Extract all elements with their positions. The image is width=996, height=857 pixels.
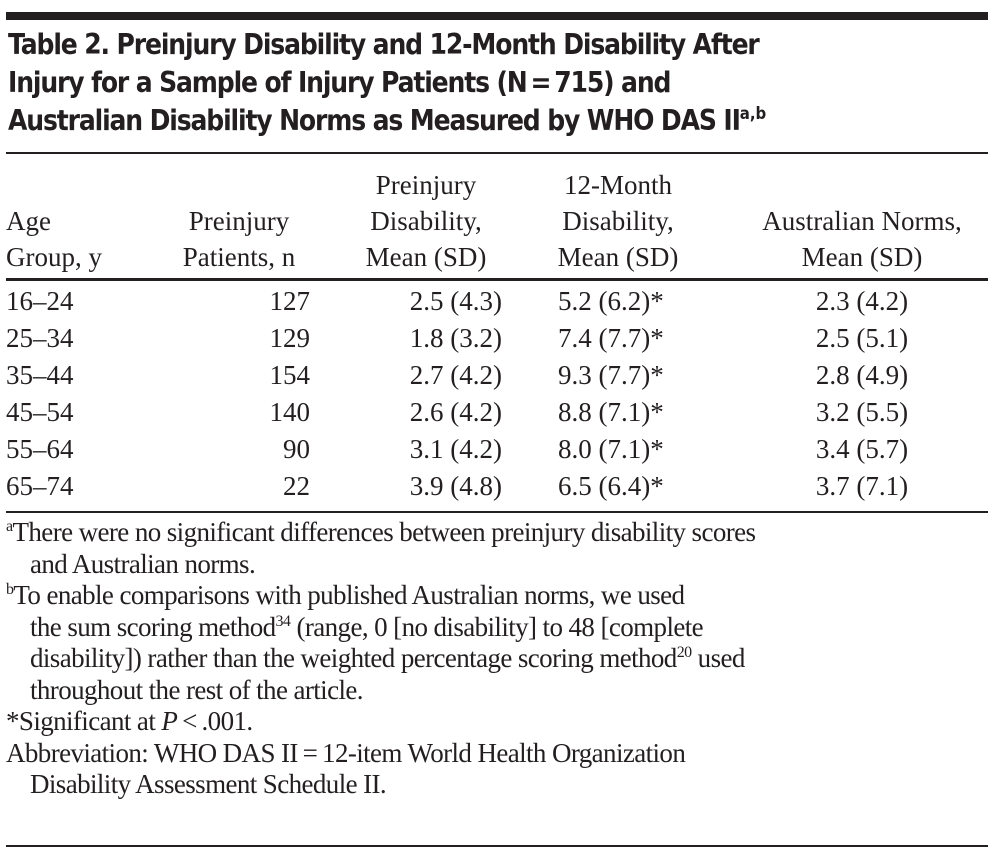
abbreviation-line-1: Abbreviation: WHO DAS II = 12-item World… bbox=[6, 737, 686, 768]
cell-norms: 2.5 (5.1) bbox=[815, 323, 909, 353]
title-rule bbox=[6, 152, 988, 154]
cell-patients: 140 bbox=[269, 397, 311, 427]
footnote-significance: *Significant at P < .001. bbox=[6, 706, 988, 738]
cell-12month: 7.4 (7.7)* bbox=[558, 323, 664, 353]
end-rule bbox=[6, 845, 988, 847]
cell-age: 65–74 bbox=[6, 471, 74, 501]
header-preinjury-line-2: Disability, bbox=[370, 206, 482, 236]
header-rule bbox=[6, 278, 988, 281]
footnote-b-line-2-rest: (range, 0 [no disability] to 48 [complet… bbox=[290, 611, 704, 642]
cell-12month: 8.8 (7.1)* bbox=[558, 397, 664, 427]
header-patients-line-3: Patients, n bbox=[182, 242, 296, 272]
cell-patients: 22 bbox=[283, 471, 310, 501]
abbreviation-line-2: Disability Assessment Schedule II. bbox=[30, 769, 387, 799]
header-age-line-2: Age bbox=[6, 206, 51, 236]
cell-norms: 3.2 (5.5) bbox=[815, 397, 909, 427]
cell-12month: 6.5 (6.4)* bbox=[558, 471, 664, 501]
footnote-b-line-3-rest: used bbox=[691, 643, 746, 673]
header-preinjury-line-3: Mean (SD) bbox=[365, 242, 487, 272]
table-bottom-rule bbox=[6, 511, 988, 513]
footnote-a: aThere were no significant differences b… bbox=[6, 517, 988, 580]
cell-norms: 3.7 (7.1) bbox=[815, 471, 909, 501]
reference-34: 34 bbox=[275, 612, 291, 630]
title-line-3: Australian Disability Norms as Measured … bbox=[8, 102, 872, 140]
significance-text: *Significant at bbox=[6, 706, 162, 736]
footnote-a-mark: a bbox=[6, 518, 13, 535]
table-title: Table 2. Preinjury Disability and 12-Mon… bbox=[8, 26, 872, 140]
footnote-b-mark: b bbox=[6, 581, 14, 598]
footnote-b-line-2: the sum scoring method bbox=[30, 611, 276, 642]
header-12month-line-2: Disability, bbox=[562, 206, 674, 236]
title-footnote-marks: a,b bbox=[739, 104, 767, 124]
cell-age: 45–54 bbox=[6, 397, 74, 427]
cell-preinjury: 2.7 (4.2) bbox=[409, 360, 502, 390]
cell-preinjury: 3.1 (4.2) bbox=[409, 434, 502, 464]
cell-preinjury: 3.9 (4.8) bbox=[409, 471, 502, 501]
footnote-b-line-4: throughout the rest of the article. bbox=[30, 674, 363, 705]
header-age-line-3: Group, y bbox=[6, 242, 102, 272]
title-line-1: Table 2. Preinjury Disability and 12-Mon… bbox=[8, 28, 760, 61]
cell-patients: 154 bbox=[269, 360, 311, 390]
cell-age: 35–44 bbox=[6, 360, 74, 390]
footnote-a-line-1: There were no significant differences be… bbox=[12, 517, 757, 547]
header-norms-line-3: Mean (SD) bbox=[801, 242, 923, 272]
table-footnotes: aThere were no significant differences b… bbox=[6, 517, 988, 801]
reference-20: 20 bbox=[676, 644, 692, 661]
cell-age: 25–34 bbox=[6, 323, 74, 353]
cell-12month: 8.0 (7.1)* bbox=[558, 434, 664, 464]
cell-norms: 2.3 (4.2) bbox=[815, 286, 909, 316]
cell-age: 55–64 bbox=[6, 434, 74, 464]
header-norms-line-2: Australian Norms, bbox=[762, 206, 962, 236]
cell-patients: 90 bbox=[283, 434, 310, 464]
cell-preinjury: 2.6 (4.2) bbox=[409, 397, 502, 427]
cell-12month: 5.2 (6.2)* bbox=[558, 286, 664, 316]
cell-12month: 9.3 (7.7)* bbox=[558, 360, 664, 390]
cell-preinjury: 1.8 (3.2) bbox=[409, 323, 502, 353]
header-12month-line-1: 12-Month bbox=[564, 170, 672, 200]
cell-norms: 3.4 (5.7) bbox=[815, 434, 909, 464]
cell-patients: 127 bbox=[269, 286, 311, 316]
title-line-2: Injury for a Sample of Injury Patients (… bbox=[8, 66, 672, 99]
header-preinjury-line-1: Preinjury bbox=[375, 170, 477, 200]
significance-threshold: < .001. bbox=[177, 706, 253, 736]
header-12month-line-3: Mean (SD) bbox=[557, 242, 679, 272]
cell-norms: 2.8 (4.9) bbox=[815, 360, 909, 390]
cell-preinjury: 2.5 (4.3) bbox=[409, 286, 502, 316]
significance-p: P bbox=[161, 706, 178, 736]
footnote-abbreviation: Abbreviation: WHO DAS II = 12-item World… bbox=[6, 738, 988, 801]
footnote-b-line-3: disability]) rather than the weighted pe… bbox=[30, 643, 677, 673]
header-patients-line-2: Preinjury bbox=[188, 206, 290, 236]
footnote-a-line-2: and Australian norms. bbox=[30, 548, 256, 579]
cell-age: 16–24 bbox=[6, 286, 74, 316]
title-line-3-text: Australian Disability Norms as Measured … bbox=[8, 104, 741, 137]
cell-patients: 129 bbox=[269, 323, 311, 353]
footnote-b-line-1: To enable comparisons with published Aus… bbox=[13, 580, 685, 610]
top-rule bbox=[6, 12, 988, 20]
footnote-b: bTo enable comparisons with published Au… bbox=[6, 580, 988, 706]
